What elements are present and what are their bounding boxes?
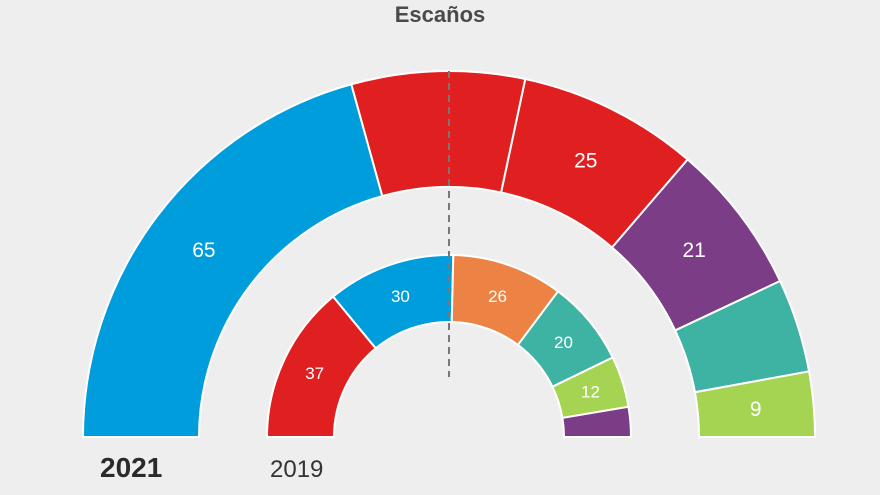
outer-ring-label-5: 9 xyxy=(750,398,762,421)
inner-ring-label-0: 37 xyxy=(305,364,324,383)
outer-ring-label-3: 21 xyxy=(682,239,705,262)
inner-ring-label-2: 26 xyxy=(488,287,507,306)
chart-title: Escaños xyxy=(394,2,486,27)
inner-ring-label-3: 20 xyxy=(554,333,573,352)
year-label-2019: 2019 xyxy=(270,456,324,483)
outer-ring-segment-1 xyxy=(350,70,527,198)
inner-ring-label-1: 30 xyxy=(391,287,410,306)
outer-ring-label-2: 25 xyxy=(574,150,597,173)
inner-ring-label-4: 12 xyxy=(581,382,600,401)
year-label-2021: 2021 xyxy=(100,452,163,483)
inner-ring-segment-5 xyxy=(561,405,633,438)
outer-ring-segment-5 xyxy=(693,370,817,438)
outer-ring-label-0: 65 xyxy=(192,239,215,262)
outer-ring-segment-0 xyxy=(81,83,384,438)
